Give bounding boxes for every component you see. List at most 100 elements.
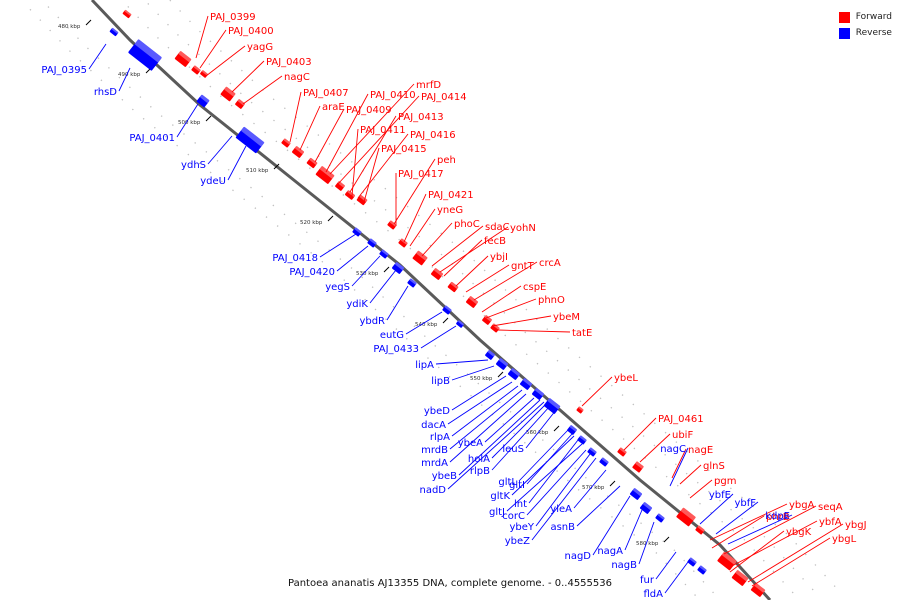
reverse-gene-label: PAJ_0418 [272, 253, 318, 264]
leader-line [465, 264, 510, 293]
reverse-gene-box [567, 425, 577, 435]
leader-line [624, 509, 643, 551]
forward-gene-box [315, 166, 335, 184]
legend-forward: Forward [838, 9, 892, 25]
reverse-gene-label: eutG [380, 330, 404, 341]
leader-line [351, 128, 359, 197]
tick-label: 570 kbp [582, 485, 605, 491]
reverse-gene-label: lipB [431, 376, 450, 387]
reverse-gene-label: gltJ [489, 507, 505, 518]
forward-gene-box [466, 296, 478, 308]
leader-line [518, 429, 569, 482]
leader-line [451, 375, 507, 411]
forward-gene-label: phrB [766, 512, 790, 523]
label-leader-lines [88, 15, 844, 594]
leader-line [655, 551, 677, 580]
leader-line [669, 447, 689, 487]
leader-line [403, 193, 427, 243]
forward-gene-label: PAJ_0413 [398, 112, 444, 123]
leader-line [709, 503, 788, 541]
leader-line [731, 520, 818, 567]
forward-gene-box [191, 65, 201, 75]
forward-gene-label: PAJ_0409 [346, 105, 392, 116]
leader-line [711, 515, 765, 549]
leader-line [349, 115, 397, 193]
tick-mark [273, 163, 280, 170]
leader-line [458, 399, 541, 476]
forward-gene-label: nagC [284, 72, 310, 83]
forward-gene-box [750, 583, 766, 597]
reverse-gene-box [520, 378, 532, 390]
forward-gene-label: mrfD [416, 80, 441, 91]
tick-marks: 480 kbp 490 kbp 500 kbp 510 kbp 520 kbp 530 k… [58, 19, 670, 547]
leader-line [205, 45, 246, 77]
forward-gene-label: PAJ_0417 [398, 169, 444, 180]
forward-gene-label: nagE [688, 445, 713, 456]
forward-gene-label: yohN [510, 223, 536, 234]
reverse-gene-label: kdpE [765, 511, 790, 522]
leader-line [526, 449, 587, 516]
forward-gene-label: PAJ_0410 [370, 90, 416, 101]
forward-gene-box [174, 51, 192, 67]
forward-gene-label: PAJ_0415 [381, 144, 427, 155]
leader-line [88, 43, 107, 70]
forward-gene-box [447, 281, 459, 293]
leader-line [369, 269, 397, 304]
leader-line [491, 403, 547, 459]
leader-line [729, 530, 785, 573]
reverse-gene-box [687, 557, 697, 567]
reverse-gene-label: nagB [611, 560, 637, 571]
legend-forward-label: Forward [855, 12, 892, 22]
forward-gene-box [345, 190, 355, 200]
forward-gene-box [281, 138, 291, 148]
tick-label: 500 kbp [178, 120, 201, 126]
reverse-gene-box [128, 39, 162, 71]
leader-line [357, 133, 409, 199]
forward-gene-label: phoC [454, 219, 480, 230]
leader-line [664, 561, 689, 594]
reverse-gene-box [577, 435, 587, 445]
leader-line [723, 505, 817, 555]
reverse-gene-label: mrdA [421, 458, 448, 469]
leader-line [497, 329, 571, 333]
tick-label: 490 kbp [118, 72, 141, 78]
reverse-gene-label: holA [468, 454, 490, 465]
reverse-gene-label: rlpA [430, 432, 450, 443]
reverse-gene-label: ydiK [346, 299, 368, 310]
leader-line [421, 222, 453, 257]
legend-forward-swatch [838, 11, 850, 23]
leader-line [337, 95, 420, 185]
leader-line [447, 381, 513, 425]
forward-gene-box [306, 157, 318, 169]
leader-line [405, 311, 443, 335]
forward-gene-label: ybeM [553, 312, 580, 323]
leader-line [639, 433, 671, 463]
leader-line [506, 443, 583, 512]
forward-gene-box [292, 146, 304, 158]
forward-gene-box [482, 315, 492, 325]
forward-gene-box [576, 406, 584, 414]
reverse-gene-box [196, 94, 210, 108]
reverse-gene-box [640, 502, 652, 514]
forward-gene-label: PAJ_0407 [303, 88, 349, 99]
leader-line [528, 439, 579, 504]
leader-line [581, 376, 613, 407]
leader-line [747, 523, 844, 583]
lane-dots-3 [120, 0, 797, 597]
leader-line [727, 514, 793, 545]
leader-line [299, 105, 321, 151]
reverse-gene-label: fur [640, 575, 655, 586]
reverse-gene-label: mrdB [421, 445, 448, 456]
tick-mark [497, 371, 504, 378]
forward-gene-label: PAJ_0421 [428, 190, 474, 201]
forward-gene-label: PAJ_0400 [228, 26, 274, 37]
reverse-gene-label: rhsD [94, 87, 117, 98]
reverse-gene-label: rlpB [470, 466, 490, 477]
leader-line [409, 208, 436, 247]
reverse-gene-box [697, 565, 707, 575]
reverse-gene-label: ybfE [709, 490, 731, 501]
tick-label: 550 kbp [470, 376, 493, 382]
forward-gene-box [676, 507, 696, 527]
reverse-gene-label: corC [502, 511, 525, 522]
genome-caption: Pantoea ananatis AJ13355 DNA, complete g… [288, 578, 612, 589]
